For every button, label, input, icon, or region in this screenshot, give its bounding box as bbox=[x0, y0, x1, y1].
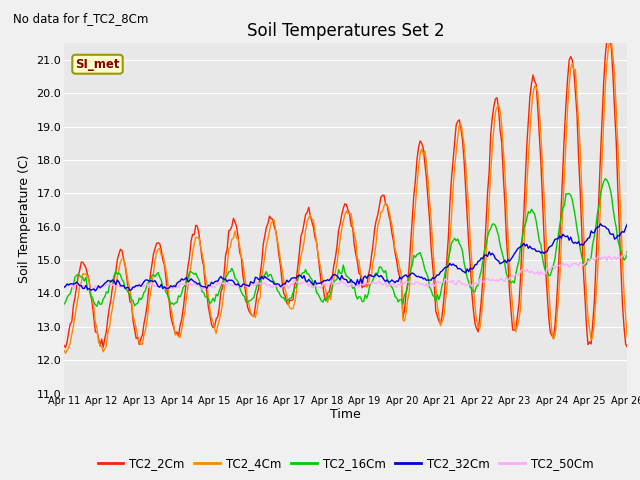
Text: No data for f_TC2_8Cm: No data for f_TC2_8Cm bbox=[13, 12, 148, 25]
Y-axis label: Soil Temperature (C): Soil Temperature (C) bbox=[18, 154, 31, 283]
Text: SI_met: SI_met bbox=[76, 58, 120, 71]
Legend: TC2_2Cm, TC2_4Cm, TC2_16Cm, TC2_32Cm, TC2_50Cm: TC2_2Cm, TC2_4Cm, TC2_16Cm, TC2_32Cm, TC… bbox=[93, 452, 598, 475]
Title: Soil Temperatures Set 2: Soil Temperatures Set 2 bbox=[247, 22, 444, 40]
X-axis label: Time: Time bbox=[330, 408, 361, 421]
